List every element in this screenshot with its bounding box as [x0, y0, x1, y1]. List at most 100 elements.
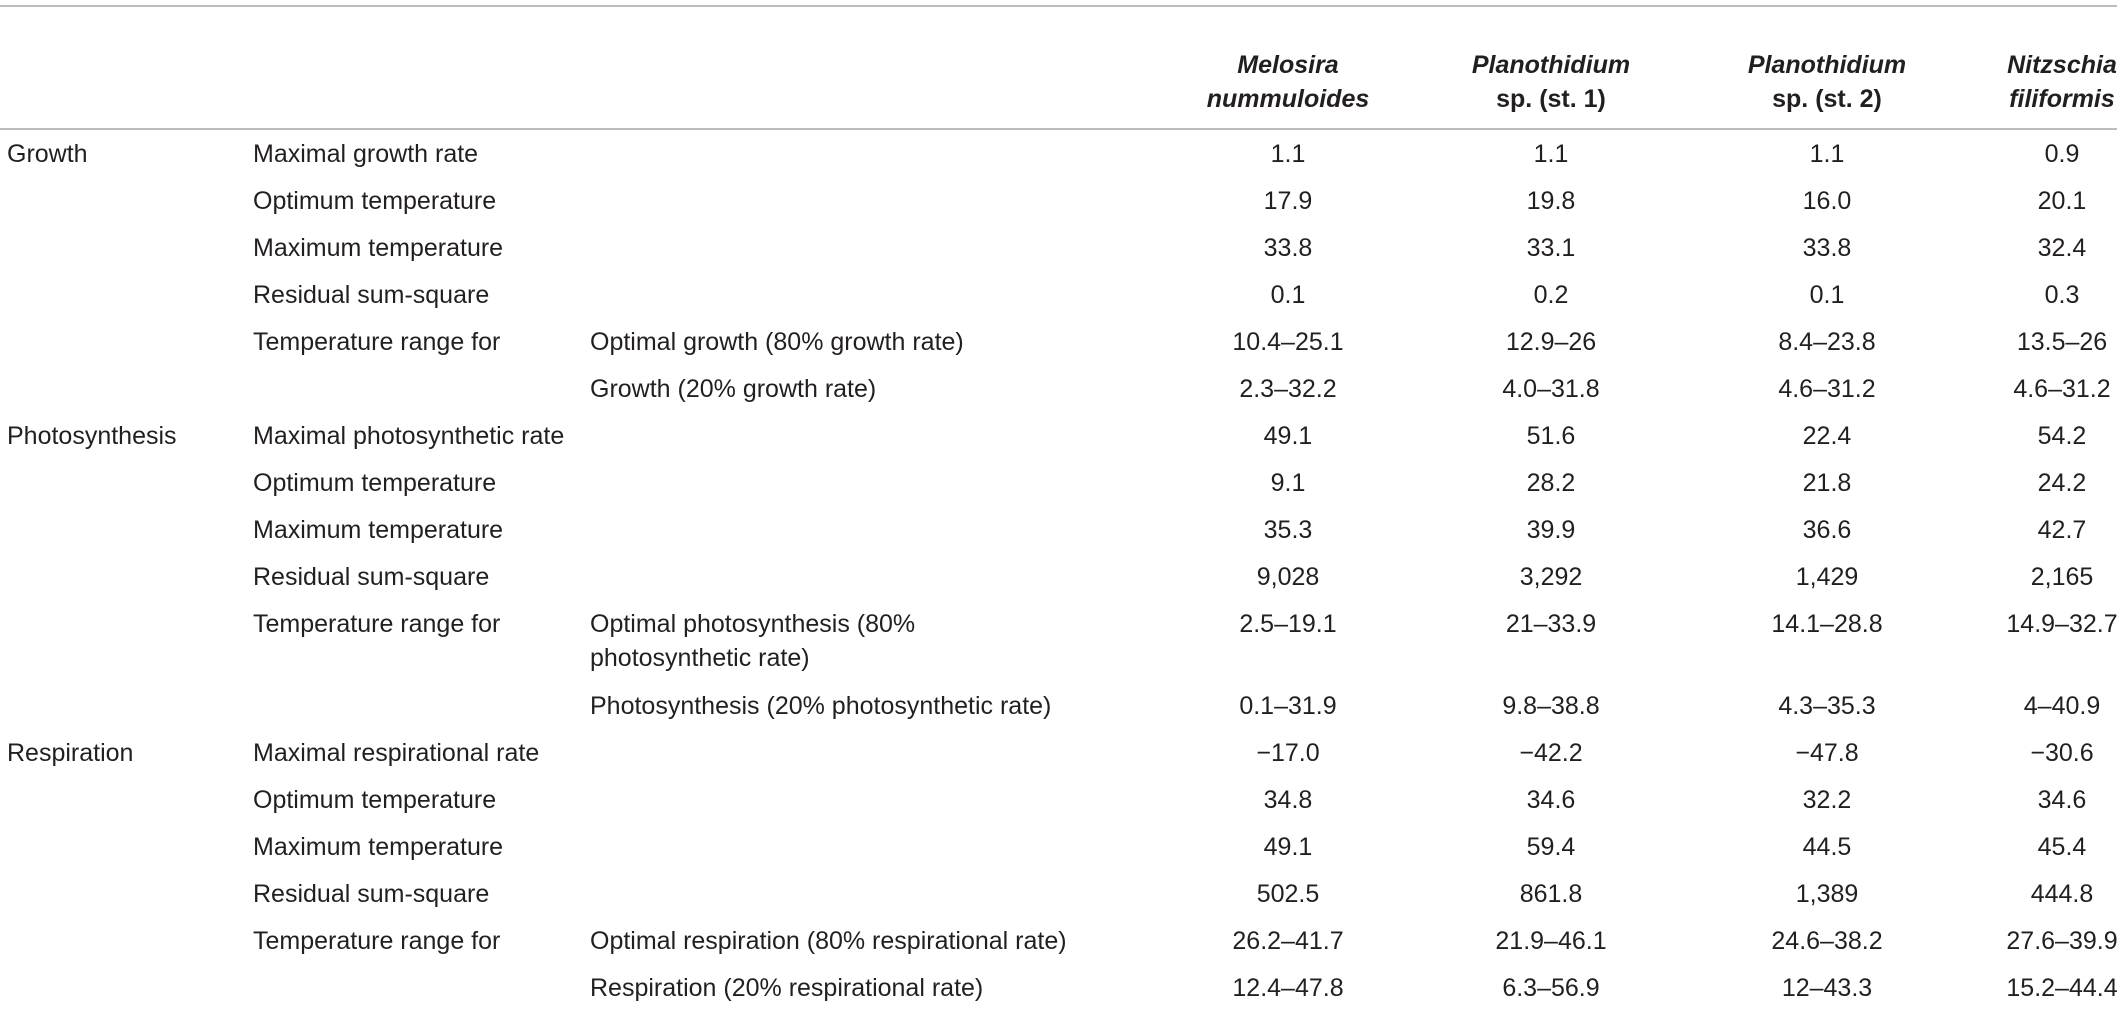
sub-parameter-label: Optimal growth (80% growth rate) — [590, 328, 964, 356]
value-cell: 1.1 — [1809, 140, 1845, 168]
value-cell: 1.1 — [1270, 140, 1306, 168]
value-cell: 4.6–31.2 — [2013, 375, 2111, 403]
value-cell: 9.8–38.8 — [1502, 692, 1600, 720]
value-cell: 36.6 — [1802, 516, 1852, 544]
value-cell: 24.6–38.2 — [1771, 927, 1883, 955]
value-cell: 42.7 — [2037, 516, 2087, 544]
value-cell: 12.9–26 — [1505, 328, 1597, 356]
header-species: sp. (st. 1) — [1496, 85, 1606, 113]
value-cell: 0.1–31.9 — [1239, 692, 1337, 720]
value-cell: 49.1 — [1263, 833, 1313, 861]
value-cell: 6.3–56.9 — [1502, 974, 1600, 1002]
value-cell: 21–33.9 — [1505, 610, 1597, 638]
value-cell: 4.6–31.2 — [1778, 375, 1876, 403]
value-cell: 27.6–39.9 — [2006, 927, 2117, 955]
value-cell: 8.4–23.8 — [1778, 328, 1876, 356]
header-planothidium-st2: Planothidium sp. (st. 2) — [1707, 48, 1947, 113]
value-cell: 0.1 — [1809, 281, 1845, 309]
value-cell: 26.2–41.7 — [1232, 927, 1344, 955]
parameter-label: Maximum temperature — [253, 516, 504, 544]
value-cell: 34.6 — [2037, 786, 2087, 814]
parameter-label: Temperature range for — [253, 328, 501, 356]
value-cell: 4–40.9 — [2023, 692, 2101, 720]
value-cell: 24.2 — [2037, 469, 2087, 497]
header-genus: Melosira — [1237, 51, 1339, 79]
value-cell: 22.4 — [1802, 422, 1852, 450]
parameter-label: Maximum temperature — [253, 234, 504, 262]
value-cell: 21.8 — [1802, 469, 1852, 497]
value-cell: 44.5 — [1802, 833, 1852, 861]
sub-parameter-label: Optimal photosynthesis (80% — [590, 610, 916, 638]
sub-parameter-label: Optimal respiration (80% respirational r… — [590, 927, 1067, 955]
value-cell: 10.4–25.1 — [1232, 328, 1344, 356]
sub-parameter-label: Respiration (20% respirational rate) — [590, 974, 984, 1002]
parameter-label: Maximal photosynthetic rate — [253, 422, 565, 450]
value-cell: 32.2 — [1802, 786, 1852, 814]
value-cell: 0.2 — [1533, 281, 1569, 309]
header-melosira-nummuloides: Melosira nummuloides — [1168, 48, 1408, 113]
parameter-label: Maximal respirational rate — [253, 739, 540, 767]
value-cell: 12–43.3 — [1781, 974, 1873, 1002]
parameter-label: Maximum temperature — [253, 833, 504, 861]
header-nitzschia-filiformis: Nitzschia filiformis — [1942, 48, 2117, 113]
value-cell: 34.8 — [1263, 786, 1313, 814]
value-cell: 49.1 — [1263, 422, 1313, 450]
header-planothidium-st1: Planothidium sp. (st. 1) — [1431, 48, 1671, 113]
value-cell: −17.0 — [1256, 739, 1320, 767]
value-cell: 19.8 — [1526, 187, 1576, 215]
parameter-label: Optimum temperature — [253, 187, 497, 215]
value-cell: 35.3 — [1263, 516, 1313, 544]
value-cell: −42.2 — [1519, 739, 1583, 767]
header-genus: Planothidium — [1471, 51, 1631, 79]
value-cell: 13.5–26 — [2016, 328, 2108, 356]
parameter-label: Residual sum-square — [253, 563, 490, 591]
parameter-label: Temperature range for — [253, 610, 501, 638]
parameter-label: Residual sum-square — [253, 281, 490, 309]
parameter-label: Optimum temperature — [253, 469, 497, 497]
header-rule — [0, 128, 2117, 130]
header-genus: Planothidium — [1747, 51, 1907, 79]
value-cell: 444.8 — [2030, 880, 2094, 908]
value-cell: 0.3 — [2044, 281, 2080, 309]
value-cell: 9.1 — [1270, 469, 1306, 497]
row-group-label: Growth — [7, 140, 88, 168]
value-cell: 34.6 — [1526, 786, 1576, 814]
header-genus: Nitzschia — [2007, 51, 2117, 79]
value-cell: 12.4–47.8 — [1232, 974, 1344, 1002]
sub-parameter-label-cont: photosynthetic rate) — [590, 644, 810, 672]
header-species: nummuloides — [1206, 85, 1370, 113]
top-rule — [0, 5, 2117, 7]
value-cell: −30.6 — [2030, 739, 2094, 767]
header-species: filiformis — [2009, 85, 2115, 113]
value-cell: 4.0–31.8 — [1502, 375, 1600, 403]
value-cell: 51.6 — [1526, 422, 1576, 450]
parameter-label: Maximal growth rate — [253, 140, 479, 168]
value-cell: 45.4 — [2037, 833, 2087, 861]
value-cell: 2,165 — [2030, 563, 2094, 591]
value-cell: 14.9–32.7 — [2006, 610, 2117, 638]
parameter-label: Temperature range for — [253, 927, 501, 955]
value-cell: 15.2–44.4 — [2006, 974, 2117, 1002]
value-cell: 33.8 — [1263, 234, 1313, 262]
value-cell: 2.3–32.2 — [1239, 375, 1337, 403]
value-cell: 0.9 — [2044, 140, 2080, 168]
value-cell: 1,429 — [1795, 563, 1859, 591]
value-cell: 861.8 — [1519, 880, 1583, 908]
value-cell: 0.1 — [1270, 281, 1306, 309]
header-species: sp. (st. 2) — [1772, 85, 1882, 113]
parameter-label: Optimum temperature — [253, 786, 497, 814]
value-cell: 39.9 — [1526, 516, 1576, 544]
value-cell: 502.5 — [1256, 880, 1320, 908]
value-cell: 54.2 — [2037, 422, 2087, 450]
value-cell: 32.4 — [2037, 234, 2087, 262]
value-cell: 14.1–28.8 — [1771, 610, 1883, 638]
parameter-label: Residual sum-square — [253, 880, 490, 908]
value-cell: 1,389 — [1795, 880, 1859, 908]
value-cell: −47.8 — [1795, 739, 1859, 767]
sub-parameter-label: Photosynthesis (20% photosynthetic rate) — [590, 692, 1052, 720]
value-cell: 59.4 — [1526, 833, 1576, 861]
value-cell: 2.5–19.1 — [1239, 610, 1337, 638]
value-cell: 33.8 — [1802, 234, 1852, 262]
value-cell: 9,028 — [1256, 563, 1320, 591]
value-cell: 4.3–35.3 — [1778, 692, 1876, 720]
